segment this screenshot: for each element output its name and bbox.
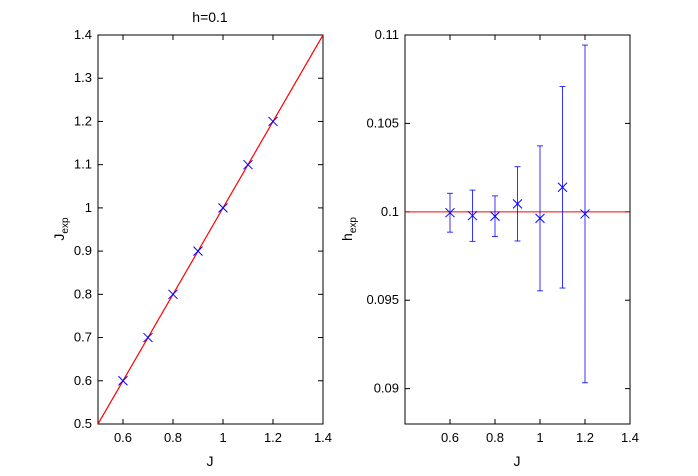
left-y-tick-label: 1.4 [74, 27, 92, 42]
right-x-tick-label: 0.6 [441, 430, 459, 445]
left-x-tick-label: 0.6 [114, 430, 132, 445]
right-x-tick-label: 1 [536, 430, 543, 445]
right-data-point [467, 210, 478, 221]
left-data-point [268, 116, 278, 127]
left-y-tick-label: 0.7 [74, 330, 92, 345]
right-data-point [557, 182, 568, 193]
left-x-axis-label: J [207, 453, 214, 469]
left-y-axis-label: Jexp [51, 217, 71, 241]
left-marker-stroke [243, 159, 253, 170]
left-plot-area: 0.6 0.8 1 1.2 1.4 0.5 0.6 0.7 0.8 0.9 1 1.1 1.2 1.3 1.… [74, 27, 332, 445]
left-y-tick-label: 0.5 [74, 416, 92, 431]
left-marker-stroke [118, 375, 128, 386]
right-data-point [512, 199, 523, 209]
right-y-axis-label-main: h [339, 233, 355, 241]
right-plot-area: 0.6 0.8 1 1.2 1.4 0.09 0.095 0.1 0.105 0.11 [366, 27, 639, 445]
left-series-group [98, 35, 323, 424]
right-data-point [445, 207, 455, 218]
left-y-tick-label: 0.6 [74, 373, 92, 388]
right-marker-stroke [512, 199, 523, 209]
left-marker-stroke [168, 289, 178, 300]
right-y-tick-label: 0.09 [374, 381, 399, 396]
left-marker-stroke [143, 332, 153, 343]
right-marker-stroke [580, 209, 590, 219]
right-series-group [405, 44, 630, 384]
left-y-tick-label: 1.1 [74, 157, 92, 172]
right-y-tick-label: 0.1 [381, 204, 399, 219]
left-y-tick-label: 0.8 [74, 286, 92, 301]
left-y-axis-label-sub: exp [60, 217, 71, 234]
left-marker-stroke [193, 246, 203, 256]
left-chart-title: h=0.1 [192, 9, 228, 25]
left-y-tick-label: 1.2 [74, 113, 92, 128]
left-y-axis-label-main: J [51, 234, 67, 241]
right-x-tick-label: 1.4 [621, 430, 639, 445]
left-x-tick-label: 1 [219, 430, 226, 445]
left-y-tick-label: 1.3 [74, 70, 92, 85]
right-y-tick-label: 0.105 [366, 115, 399, 130]
right-marker-stroke [557, 182, 568, 193]
right-y-axis-label: hexp [339, 217, 359, 241]
left-data-point [143, 332, 153, 343]
left-fit-line [98, 35, 323, 424]
right-panel: 0.6 0.8 1 1.2 1.4 0.09 0.095 0.1 0.105 0.11 J hex… [339, 27, 639, 469]
right-data-point [535, 213, 545, 224]
left-data-point [243, 159, 253, 170]
right-data-point [490, 211, 500, 222]
left-x-tick-label: 1.2 [264, 430, 282, 445]
right-marker-stroke [490, 211, 500, 222]
right-marker-stroke [467, 210, 478, 221]
left-data-point [193, 246, 203, 256]
right-x-tick-label: 0.8 [486, 430, 504, 445]
right-y-tick-label: 0.11 [375, 27, 399, 42]
right-y-tick-label: 0.095 [366, 292, 399, 307]
right-x-tick-label: 1.2 [576, 430, 594, 445]
left-x-tick-label: 1.4 [314, 430, 332, 445]
left-data-point [218, 203, 228, 213]
left-y-tick-label: 1 [85, 200, 92, 215]
left-data-point [118, 375, 128, 386]
right-y-axis-label-sub: exp [348, 217, 359, 234]
left-data-point [168, 289, 178, 300]
left-x-tick-label: 0.8 [164, 430, 182, 445]
left-panel: h=0.1 0.6 0.8 1 1.2 1.4 0.5 0.6 0.7 0.8 0.9 1 1.1 1.… [51, 9, 332, 469]
right-marker-stroke [445, 207, 455, 218]
right-marker-stroke [535, 213, 545, 224]
right-x-axis-label: J [514, 453, 521, 469]
left-marker-stroke [218, 203, 228, 213]
right-data-point [580, 209, 590, 219]
left-marker-stroke [268, 116, 278, 127]
left-y-tick-label: 0.9 [74, 243, 92, 258]
